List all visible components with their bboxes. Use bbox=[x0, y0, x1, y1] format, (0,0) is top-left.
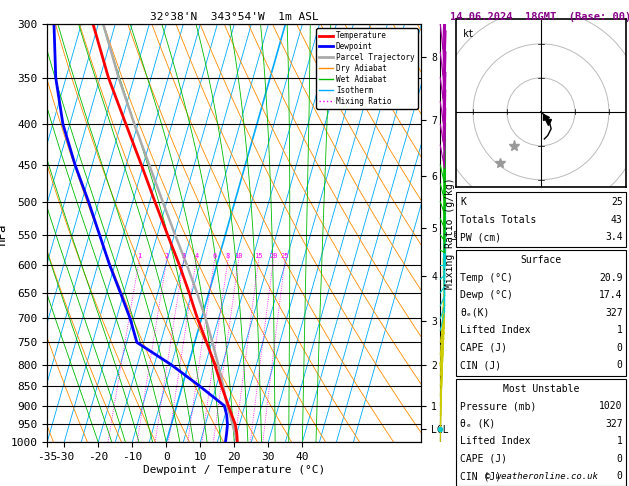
Text: Dewp (°C): Dewp (°C) bbox=[460, 291, 513, 300]
X-axis label: Dewpoint / Temperature (°C): Dewpoint / Temperature (°C) bbox=[143, 465, 325, 475]
Text: Totals Totals: Totals Totals bbox=[460, 215, 537, 225]
Text: PW (cm): PW (cm) bbox=[460, 232, 501, 242]
Text: 1020: 1020 bbox=[599, 401, 623, 411]
Text: 20.9: 20.9 bbox=[599, 273, 623, 283]
Text: 0: 0 bbox=[617, 471, 623, 481]
Text: 1: 1 bbox=[617, 326, 623, 335]
Text: Lifted Index: Lifted Index bbox=[460, 436, 531, 446]
Text: 2: 2 bbox=[165, 253, 169, 259]
Text: 43: 43 bbox=[611, 215, 623, 225]
Text: © weatheronline.co.uk: © weatheronline.co.uk bbox=[484, 472, 598, 481]
Text: 25: 25 bbox=[611, 197, 623, 207]
Text: 15: 15 bbox=[255, 253, 263, 259]
Text: 25: 25 bbox=[281, 253, 289, 259]
Text: Pressure (mb): Pressure (mb) bbox=[460, 401, 537, 411]
Text: Temp (°C): Temp (°C) bbox=[460, 273, 513, 283]
Text: CIN (J): CIN (J) bbox=[460, 471, 501, 481]
Text: K: K bbox=[460, 197, 466, 207]
Text: CIN (J): CIN (J) bbox=[460, 361, 501, 370]
Text: Surface: Surface bbox=[520, 256, 562, 265]
Y-axis label: hPa: hPa bbox=[0, 222, 8, 244]
Text: 1: 1 bbox=[137, 253, 142, 259]
Text: 17.4: 17.4 bbox=[599, 291, 623, 300]
Title: 32°38'N  343°54'W  1m ASL: 32°38'N 343°54'W 1m ASL bbox=[150, 12, 319, 22]
Text: 10: 10 bbox=[235, 253, 243, 259]
Text: 14.06.2024  18GMT  (Base: 00): 14.06.2024 18GMT (Base: 00) bbox=[450, 12, 629, 22]
Text: Mixing Ratio (g/kg): Mixing Ratio (g/kg) bbox=[445, 177, 455, 289]
Text: Most Unstable: Most Unstable bbox=[503, 384, 579, 394]
Text: kt: kt bbox=[463, 29, 474, 39]
Text: 0: 0 bbox=[617, 454, 623, 464]
Text: 4: 4 bbox=[194, 253, 199, 259]
Text: 8: 8 bbox=[226, 253, 230, 259]
Text: CAPE (J): CAPE (J) bbox=[460, 343, 508, 353]
Y-axis label: km
ASL: km ASL bbox=[452, 225, 473, 242]
Text: 327: 327 bbox=[605, 419, 623, 429]
Text: θₑ (K): θₑ (K) bbox=[460, 419, 496, 429]
Text: 3: 3 bbox=[182, 253, 186, 259]
Text: 0: 0 bbox=[617, 343, 623, 353]
Text: 327: 327 bbox=[605, 308, 623, 318]
Legend: Temperature, Dewpoint, Parcel Trajectory, Dry Adiabat, Wet Adiabat, Isotherm, Mi: Temperature, Dewpoint, Parcel Trajectory… bbox=[316, 28, 418, 109]
Text: 20: 20 bbox=[269, 253, 278, 259]
Text: θₑ(K): θₑ(K) bbox=[460, 308, 490, 318]
Text: 6: 6 bbox=[213, 253, 217, 259]
Text: 0: 0 bbox=[617, 361, 623, 370]
Text: CAPE (J): CAPE (J) bbox=[460, 454, 508, 464]
Text: Lifted Index: Lifted Index bbox=[460, 326, 531, 335]
Text: 3.4: 3.4 bbox=[605, 232, 623, 242]
Text: 1: 1 bbox=[617, 436, 623, 446]
